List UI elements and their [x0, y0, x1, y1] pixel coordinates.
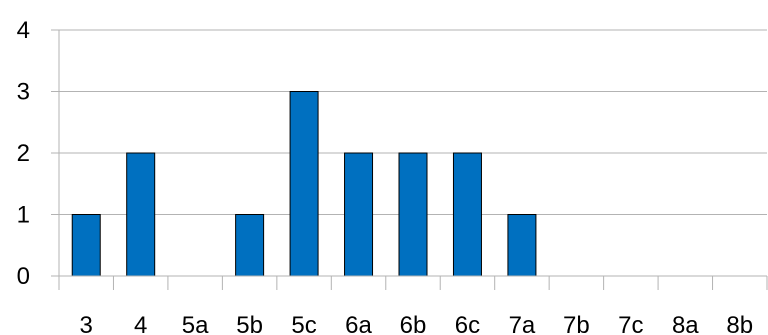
bars [71, 91, 537, 277]
y-tick-label: 2 [17, 140, 30, 167]
x-tick-label: 7a [509, 312, 536, 335]
bar-6c [452, 152, 482, 277]
x-tick-label: 8a [672, 312, 699, 335]
bar-3 [71, 214, 101, 277]
bar-4 [126, 152, 156, 277]
axes [51, 30, 768, 290]
bar-6a [344, 152, 374, 277]
x-tick-label: 7c [618, 312, 643, 335]
y-tick-label: 3 [17, 79, 30, 106]
x-tick-label: 5b [236, 312, 263, 335]
x-tick-label: 6a [345, 312, 372, 335]
y-tick-label: 4 [17, 17, 30, 44]
x-tick-label: 7b [563, 312, 590, 335]
x-tick-label: 6b [400, 312, 427, 335]
y-tick-label: 1 [17, 202, 30, 229]
x-tick-label: 3 [80, 312, 93, 335]
tick-labels: 0 1 2 3 4 3 4 5a 5b 5c 6a 6b 6c 7a 7b 7c 8a 8b [17, 17, 753, 335]
bar-5b [235, 214, 265, 277]
bar-7a [507, 214, 537, 277]
bar-5c [289, 91, 319, 277]
x-tick-label: 5a [182, 312, 209, 335]
x-tick-label: 4 [134, 312, 147, 335]
x-tick-label: 5c [291, 312, 316, 335]
bar-6b [398, 152, 428, 277]
y-tick-label: 0 [17, 263, 30, 290]
x-tick-label: 6c [455, 312, 480, 335]
x-tick-label: 8b [726, 312, 753, 335]
